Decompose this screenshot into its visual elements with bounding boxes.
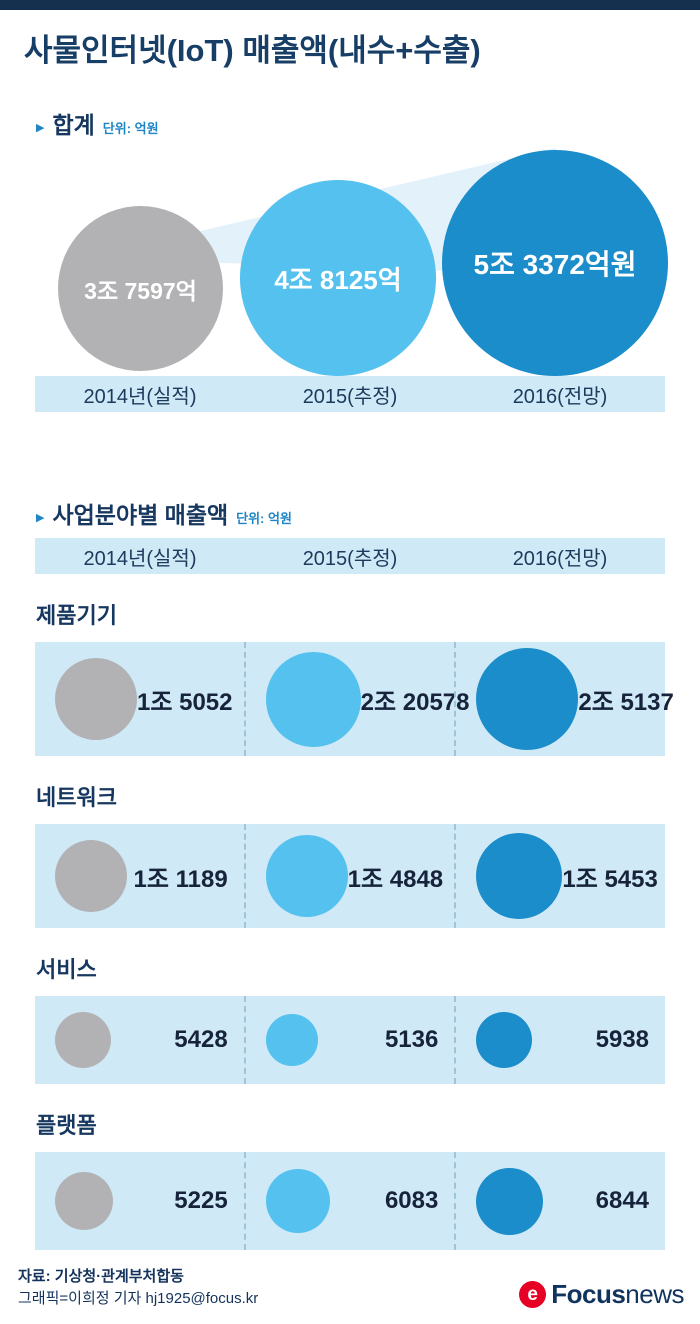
cell-product-devices-2014: 1조 5052 bbox=[35, 642, 244, 756]
column-label-2014: 2014년(실적) bbox=[83, 547, 197, 570]
total-bubble-2015: 4조 8125억 bbox=[240, 180, 436, 376]
cell-platform-2014: 5225 bbox=[35, 1152, 244, 1250]
row-band-network: 1조 1189 1조 4848 1조 5453 bbox=[35, 824, 665, 928]
cell-services-2016: 5938 bbox=[454, 996, 665, 1084]
credit-text: 그래픽=이희정 기자 hj1925@focus.kr bbox=[18, 1290, 259, 1307]
focusnews-logo-icon: e bbox=[519, 1281, 547, 1308]
value-platform-2014: 5225 bbox=[174, 1187, 228, 1214]
focusnews-logo: e Focusnews bbox=[519, 1279, 684, 1310]
triangle-bullet-icon: ▶ bbox=[36, 122, 45, 134]
cell-network-2014: 1조 1189 bbox=[35, 824, 244, 928]
gray-bubble-icon bbox=[55, 658, 137, 740]
row-label-product-devices: 제품기기 bbox=[36, 603, 117, 628]
total-bubble-2015-value: 4조 8125억 bbox=[274, 264, 402, 295]
logo-text-bold: Focus bbox=[551, 1279, 626, 1309]
value-services-2014: 5428 bbox=[174, 1026, 228, 1053]
triangle-bullet-icon: ▶ bbox=[36, 512, 45, 524]
total-section-header: ▶ 합계 단위: 억원 bbox=[36, 106, 700, 138]
total-bubble-2016: 5조 3372억원 bbox=[442, 150, 668, 376]
total-bubble-2014-value: 3조 7597억 bbox=[84, 277, 197, 304]
year-label-2016: 2016(전망) bbox=[512, 385, 608, 408]
top-navy-bar bbox=[0, 0, 700, 10]
cell-network-2016: 1조 5453 bbox=[454, 824, 665, 928]
logo-text-light: news bbox=[625, 1279, 684, 1309]
total-bubble-2014: 3조 7597억 bbox=[58, 206, 223, 371]
value-network-2015: 1조 4848 bbox=[347, 865, 444, 893]
row-label-services: 서비스 bbox=[36, 957, 97, 982]
value-services-2016: 5938 bbox=[595, 1026, 650, 1053]
footer: 자료: 기상청·관계부처합동 그래픽=이희정 기자 hj1925@focus.k… bbox=[18, 1266, 684, 1310]
source-text: 자료: 기상청·관계부처합동 bbox=[18, 1268, 184, 1285]
sector-column-header-band: 2014년(실적) 2015(추정) 2016(전망) bbox=[35, 538, 665, 574]
total-year-band: 2014년(실적) 2015(추정) 2016(전망) bbox=[35, 376, 665, 412]
darkblue-bubble-icon bbox=[476, 648, 579, 750]
value-platform-2016: 6844 bbox=[595, 1187, 650, 1214]
total-bubble-2016-value: 5조 3372억원 bbox=[473, 249, 637, 280]
value-network-2014: 1조 1189 bbox=[133, 865, 228, 893]
value-network-2016: 1조 5453 bbox=[562, 865, 658, 893]
lightblue-bubble-icon bbox=[265, 1169, 330, 1233]
column-label-2016: 2016(전망) bbox=[512, 547, 608, 570]
sector-section-header: ▶ 사업분야별 매출액 단위: 억원 bbox=[36, 496, 700, 528]
sector-section-title: 사업분야별 매출액 bbox=[52, 502, 229, 528]
year-label-2014: 2014년(실적) bbox=[83, 385, 197, 408]
total-section-title: 합계 bbox=[52, 112, 95, 138]
gray-bubble-icon bbox=[55, 1012, 111, 1068]
darkblue-bubble-icon bbox=[476, 1167, 544, 1235]
value-product-devices-2015: 2조 20578 bbox=[360, 688, 470, 716]
darkblue-bubble-icon bbox=[476, 1012, 533, 1068]
lightblue-bubble-icon bbox=[265, 1014, 318, 1066]
row-band-product-devices: 1조 5052 2조 20578 2조 5137 bbox=[35, 642, 674, 756]
row-band-platform: 5225 6083 6844 bbox=[35, 1152, 665, 1250]
cell-services-2014: 5428 bbox=[35, 996, 244, 1084]
year-label-2015: 2015(추정) bbox=[302, 385, 398, 408]
gray-bubble-icon bbox=[55, 1172, 113, 1230]
cell-platform-2015: 6083 bbox=[243, 1152, 455, 1250]
cell-product-devices-2015: 2조 20578 bbox=[243, 642, 470, 756]
row-label-platform: 플랫폼 bbox=[36, 1113, 97, 1138]
cell-services-2015: 5136 bbox=[243, 996, 455, 1084]
value-product-devices-2014: 1조 5052 bbox=[137, 688, 233, 716]
cell-platform-2016: 6844 bbox=[454, 1152, 665, 1250]
page-title: 사물인터넷(IoT) 매출액(내수+수출) bbox=[24, 33, 481, 68]
cell-product-devices-2016: 2조 5137 bbox=[454, 642, 674, 756]
lightblue-bubble-icon bbox=[265, 651, 361, 747]
gray-bubble-icon bbox=[55, 840, 127, 912]
total-unit-label: 단위: 억원 bbox=[102, 121, 159, 136]
cell-network-2015: 1조 4848 bbox=[243, 824, 455, 928]
column-label-2015: 2015(추정) bbox=[302, 547, 398, 570]
total-bubble-chart: 3조 7597억 4조 8125억 5조 3372억원 bbox=[0, 140, 700, 376]
focusnews-logo-text: Focusnews bbox=[551, 1279, 684, 1310]
lightblue-bubble-icon bbox=[265, 835, 348, 917]
row-band-services: 5428 5136 5938 bbox=[35, 996, 665, 1084]
value-product-devices-2016: 2조 5137 bbox=[578, 688, 674, 716]
sector-unit-label: 단위: 억원 bbox=[236, 511, 292, 526]
value-services-2015: 5136 bbox=[384, 1026, 439, 1053]
row-label-network: 네트워크 bbox=[36, 785, 117, 810]
value-platform-2015: 6083 bbox=[384, 1187, 439, 1214]
footer-credits: 자료: 기상청·관계부처합동 그래픽=이희정 기자 hj1925@focus.k… bbox=[18, 1266, 258, 1310]
darkblue-bubble-icon bbox=[476, 833, 563, 919]
